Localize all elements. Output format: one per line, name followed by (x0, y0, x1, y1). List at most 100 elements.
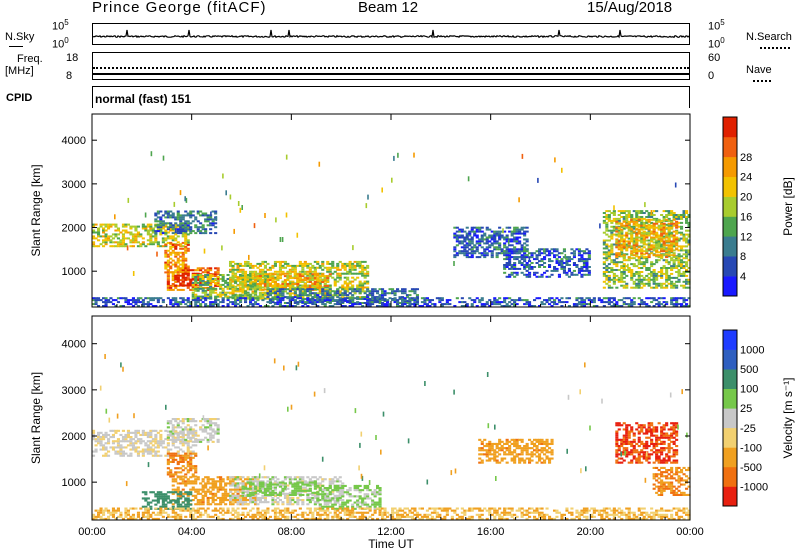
power-cell (366, 305, 370, 307)
power-cell (540, 275, 544, 278)
power-cell (288, 286, 292, 289)
power-cell (166, 237, 170, 240)
power-cell (383, 303, 387, 306)
power-cell (675, 280, 679, 283)
velocity-cell (201, 438, 205, 441)
power-cell (184, 278, 188, 281)
power-cell (617, 235, 621, 238)
power-cell (263, 278, 267, 281)
power-cell (293, 273, 297, 276)
power-cell (353, 297, 357, 300)
power-cell (166, 241, 170, 244)
power-cell (647, 248, 651, 251)
power-cell (632, 251, 636, 254)
power-cell (149, 237, 153, 240)
power-cell (149, 227, 153, 230)
velocity-cell (221, 501, 225, 504)
power-cell (328, 290, 332, 293)
power-cell (141, 299, 145, 302)
power-cell (620, 253, 624, 256)
velocity-cell (129, 444, 133, 447)
power-cell (266, 297, 270, 300)
power-cell (545, 248, 549, 251)
power-cell (166, 265, 170, 268)
power-cell (261, 291, 265, 294)
power-cell (246, 274, 250, 276)
power-cell (209, 232, 213, 235)
power-cell (169, 265, 173, 268)
power-cell (460, 236, 464, 239)
power-cell (266, 268, 270, 271)
power-cell (303, 270, 307, 273)
power-cell (226, 274, 230, 276)
power-cell (660, 222, 664, 225)
power-cell (635, 216, 639, 218)
power-cell (171, 214, 175, 217)
power-cell (657, 301, 661, 304)
power-cell (523, 250, 527, 253)
power-cell (229, 276, 233, 279)
power-cell (540, 264, 544, 266)
power-cell (303, 283, 307, 285)
power-cell (92, 299, 96, 302)
power-cell (239, 264, 243, 267)
power-cell (348, 280, 352, 283)
power-cell (615, 269, 619, 271)
power-cell (483, 248, 487, 251)
power-cell (523, 238, 527, 241)
power-cell (615, 263, 619, 266)
power-cell (366, 266, 370, 269)
power-cell (184, 303, 188, 306)
power-cell (677, 259, 681, 262)
power-cell (256, 299, 260, 302)
velocity-cell (206, 476, 210, 479)
power-cell (166, 259, 170, 262)
power-cell (358, 290, 362, 293)
power-cell (256, 262, 260, 265)
power-cell (635, 210, 639, 213)
power-cell (655, 247, 659, 250)
power-cell (572, 273, 576, 276)
power-cell (251, 272, 255, 275)
power-cell (505, 226, 509, 229)
power-cell (662, 210, 666, 213)
power-cell (625, 303, 629, 306)
velocity-cell (206, 503, 210, 506)
power-cell (655, 299, 659, 302)
power-cell (647, 218, 651, 221)
velocity-cell (169, 420, 173, 423)
power-cell (249, 299, 253, 302)
power-cell (321, 286, 325, 289)
power-cell (453, 305, 457, 307)
power-cell (216, 273, 220, 276)
power-cell (622, 265, 626, 268)
power-cell (572, 262, 576, 264)
power-cell (665, 286, 669, 289)
power-cell (620, 284, 624, 287)
power-cell (485, 246, 489, 249)
power-cell (119, 241, 123, 244)
power-cell (625, 243, 629, 246)
velocity-cell (216, 430, 220, 433)
power-cell (169, 222, 173, 225)
power-cell (343, 294, 347, 297)
power-cell (410, 290, 414, 293)
power-cell (249, 276, 253, 279)
velocity-cell (189, 420, 193, 423)
power-cell (630, 238, 634, 241)
power-cell (408, 299, 412, 302)
power-cell (577, 250, 581, 253)
power-cell (650, 265, 654, 268)
power-cell (458, 236, 462, 239)
power-cell (331, 296, 335, 299)
power-cell (361, 266, 365, 269)
power-cell (657, 274, 661, 277)
velocity-cell (224, 490, 228, 493)
power-cell (408, 290, 412, 293)
power-cell (672, 261, 676, 264)
power-cell (251, 274, 255, 277)
power-cell (221, 291, 225, 294)
power-cell (184, 257, 188, 260)
power-cell (475, 248, 479, 251)
